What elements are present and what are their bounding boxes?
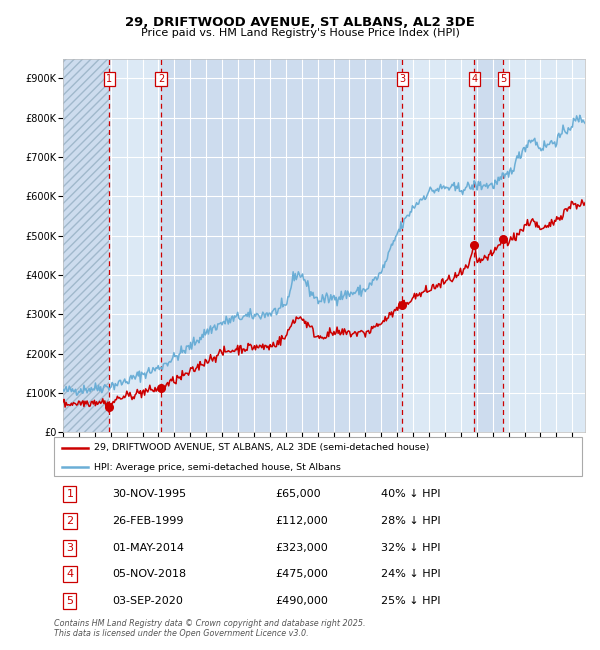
Text: 3: 3 <box>400 74 406 84</box>
Text: Price paid vs. HM Land Registry's House Price Index (HPI): Price paid vs. HM Land Registry's House … <box>140 28 460 38</box>
Bar <box>161 58 403 432</box>
Text: Contains HM Land Registry data © Crown copyright and database right 2025.
This d: Contains HM Land Registry data © Crown c… <box>54 619 365 638</box>
Text: 40% ↓ HPI: 40% ↓ HPI <box>382 489 441 499</box>
Text: £112,000: £112,000 <box>276 516 329 526</box>
Bar <box>475 58 503 432</box>
Text: 25% ↓ HPI: 25% ↓ HPI <box>382 596 441 606</box>
Text: 24% ↓ HPI: 24% ↓ HPI <box>382 569 441 579</box>
Text: 32% ↓ HPI: 32% ↓ HPI <box>382 543 441 552</box>
Text: 2: 2 <box>158 74 164 84</box>
Text: 5: 5 <box>500 74 506 84</box>
Text: 28% ↓ HPI: 28% ↓ HPI <box>382 516 441 526</box>
Text: 01-MAY-2014: 01-MAY-2014 <box>112 543 184 552</box>
Text: £65,000: £65,000 <box>276 489 322 499</box>
Text: 03-SEP-2020: 03-SEP-2020 <box>112 596 183 606</box>
Text: 05-NOV-2018: 05-NOV-2018 <box>112 569 186 579</box>
Text: 4: 4 <box>472 74 478 84</box>
FancyBboxPatch shape <box>54 437 582 476</box>
Text: 5: 5 <box>67 596 73 606</box>
Bar <box>503 58 585 432</box>
Text: HPI: Average price, semi-detached house, St Albans: HPI: Average price, semi-detached house,… <box>94 463 340 472</box>
Text: 29, DRIFTWOOD AVENUE, ST ALBANS, AL2 3DE: 29, DRIFTWOOD AVENUE, ST ALBANS, AL2 3DE <box>125 16 475 29</box>
Bar <box>63 58 109 432</box>
Bar <box>63 58 109 432</box>
Bar <box>403 58 475 432</box>
Text: £475,000: £475,000 <box>276 569 329 579</box>
Text: 1: 1 <box>67 489 73 499</box>
Bar <box>109 58 161 432</box>
Text: £323,000: £323,000 <box>276 543 329 552</box>
Text: 4: 4 <box>66 569 73 579</box>
Text: £490,000: £490,000 <box>276 596 329 606</box>
Text: 1: 1 <box>106 74 113 84</box>
Text: 2: 2 <box>66 516 73 526</box>
Text: 30-NOV-1995: 30-NOV-1995 <box>112 489 186 499</box>
Text: 26-FEB-1999: 26-FEB-1999 <box>112 516 184 526</box>
Text: 3: 3 <box>67 543 73 552</box>
Text: 29, DRIFTWOOD AVENUE, ST ALBANS, AL2 3DE (semi-detached house): 29, DRIFTWOOD AVENUE, ST ALBANS, AL2 3DE… <box>94 443 429 452</box>
